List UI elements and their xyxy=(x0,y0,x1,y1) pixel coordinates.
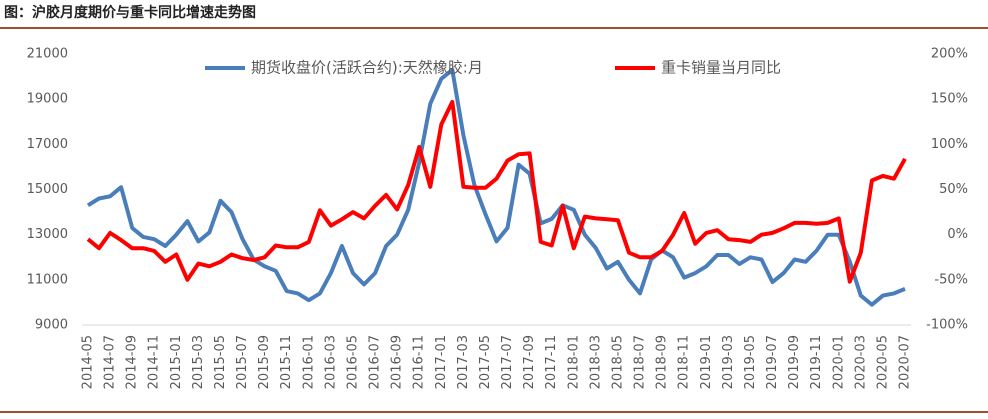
x-tick-label: 2014-09 xyxy=(125,335,140,389)
x-tick-label: 2015-01 xyxy=(169,335,184,389)
x-tick-label: 2016-11 xyxy=(412,335,427,389)
x-tick-label: 2015-03 xyxy=(191,335,206,389)
x-tick-label: 2014-07 xyxy=(103,335,118,389)
x-tick-label: 2018-07 xyxy=(633,335,648,389)
x-tick-label: 2016-01 xyxy=(301,335,316,389)
x-tick-label: 2018-03 xyxy=(588,335,603,389)
chart-title: 图：沪胶月度期价与重卡同比增速走势图 xyxy=(4,4,256,21)
x-tick-label: 2020-05 xyxy=(875,335,890,389)
y2-tick-label: 200% xyxy=(931,47,968,62)
x-tick-label: 2015-07 xyxy=(235,335,250,389)
y2-tick-label: -100% xyxy=(926,318,968,333)
x-tick-label: 2017-03 xyxy=(456,335,471,389)
legend-label: 重卡销量当月同比 xyxy=(661,59,781,77)
y2-tick-label: 50% xyxy=(939,182,968,197)
y-tick-label: 13000 xyxy=(27,227,68,242)
y2-tick-label: 100% xyxy=(931,137,968,152)
x-tick-label: 2018-11 xyxy=(677,335,692,389)
x-tick-label: 2016-07 xyxy=(368,335,383,389)
x-tick-label: 2015-11 xyxy=(279,335,294,389)
x-tick-label: 2016-09 xyxy=(390,335,405,389)
legend-label: 期货收盘价(活跃合约):天然橡胶:月 xyxy=(251,59,483,77)
x-tick-label: 2015-05 xyxy=(213,335,228,389)
x-tick-label: 2016-03 xyxy=(323,335,338,389)
x-tick-label: 2019-03 xyxy=(721,335,736,389)
x-tick-label: 2018-09 xyxy=(655,335,670,389)
y-tick-label: 21000 xyxy=(27,47,68,62)
x-tick-label: 2017-05 xyxy=(478,335,493,389)
x-tick-label: 2019-05 xyxy=(743,335,758,389)
x-tick-label: 2017-11 xyxy=(544,335,559,389)
x-tick-label: 2017-07 xyxy=(500,335,515,389)
y2-tick-label: 0% xyxy=(947,227,968,242)
x-tick-label: 2020-07 xyxy=(898,335,913,389)
y2-tick-label: -50% xyxy=(934,272,968,287)
y-tick-label: 15000 xyxy=(27,182,68,197)
x-tick-label: 2019-01 xyxy=(699,335,714,389)
x-tick-label: 2017-09 xyxy=(522,335,537,389)
x-tick-label: 2018-01 xyxy=(566,335,581,389)
y-tick-label: 17000 xyxy=(27,137,68,152)
x-tick-label: 2014-11 xyxy=(147,335,162,389)
x-tick-label: 2019-11 xyxy=(809,335,824,389)
y-tick-label: 19000 xyxy=(27,92,68,107)
x-tick-label: 2014-05 xyxy=(81,335,96,389)
x-tick-label: 2019-09 xyxy=(787,335,802,389)
y-tick-label: 11000 xyxy=(27,272,68,287)
y-tick-label: 9000 xyxy=(35,318,68,333)
series-line xyxy=(86,67,906,307)
x-tick-label: 2018-05 xyxy=(610,335,625,389)
series-line xyxy=(86,99,907,284)
x-tick-label: 2016-05 xyxy=(345,335,360,389)
x-tick-label: 2017-01 xyxy=(434,335,449,389)
x-tick-label: 2020-03 xyxy=(853,335,868,389)
x-tick-label: 2020-01 xyxy=(831,335,846,389)
x-tick-label: 2019-07 xyxy=(765,335,780,389)
x-tick-label: 2015-09 xyxy=(257,335,272,389)
y2-tick-label: 150% xyxy=(931,92,968,107)
